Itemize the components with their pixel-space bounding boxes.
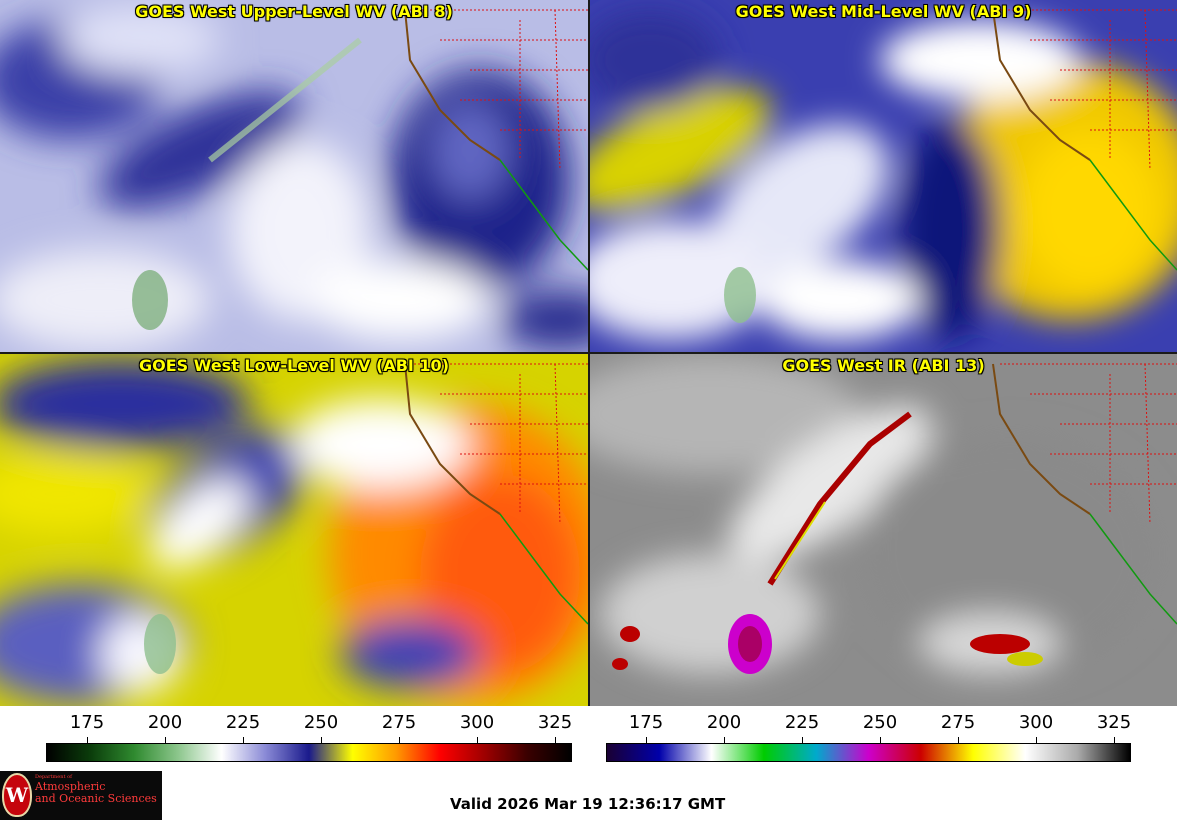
panel-title: GOES West Low-Level WV (ABI 10) bbox=[138, 356, 449, 375]
water-vapor-colorbar: 175 200 225 250 275 300 325 bbox=[0, 712, 588, 767]
colorbar-tick bbox=[87, 737, 88, 743]
infrared-colorbar: 175 200 225 250 275 300 325 bbox=[590, 712, 1177, 767]
upper-level-wv-panel: GOES West Upper-Level WV (ABI 8) bbox=[0, 0, 588, 352]
colorbar-tick-label: 250 bbox=[303, 712, 339, 733]
colorbar-tick bbox=[555, 737, 556, 743]
colorbar-tick bbox=[1114, 737, 1115, 743]
colorbar-tick-label: 275 bbox=[940, 712, 976, 733]
colorbar-tick bbox=[165, 737, 166, 743]
low-level-wv-panel: GOES West Low-Level WV (ABI 10) bbox=[0, 354, 588, 706]
colorbar-tick bbox=[880, 737, 881, 743]
panel-divider-horizontal bbox=[0, 352, 1177, 354]
low-level-wv-image bbox=[0, 354, 588, 706]
department-of-label: Department of bbox=[35, 774, 72, 780]
panel-title: GOES West IR (ABI 13) bbox=[782, 356, 985, 375]
aos-logo: W Department of Atmospheric and Oceanic … bbox=[0, 771, 162, 820]
colorbar-tick bbox=[321, 737, 322, 743]
infrared-colorbar-gradient bbox=[606, 743, 1131, 762]
colorbar-tick bbox=[1036, 737, 1037, 743]
valid-time: Valid 2026 Mar 19 12:36:17 GMT bbox=[450, 795, 726, 813]
colorbar-tick-label: 275 bbox=[381, 712, 417, 733]
colorbar-tick-label: 200 bbox=[147, 712, 183, 733]
mid-level-wv-panel: GOES West Mid-Level WV (ABI 9) bbox=[590, 0, 1177, 352]
colorbar-tick-label: 325 bbox=[537, 712, 573, 733]
colorbar-tick bbox=[958, 737, 959, 743]
colorbar-tick bbox=[724, 737, 725, 743]
mid-level-wv-image bbox=[590, 0, 1177, 352]
water-vapor-colorbar-gradient bbox=[46, 743, 572, 762]
infrared-image bbox=[590, 354, 1177, 706]
panel-title: GOES West Upper-Level WV (ABI 8) bbox=[135, 2, 453, 21]
upper-level-wv-image bbox=[0, 0, 588, 352]
colorbar-tick-label: 200 bbox=[706, 712, 742, 733]
colorbar-tick-label: 325 bbox=[1096, 712, 1132, 733]
infrared-panel: GOES West IR (ABI 13) bbox=[590, 354, 1177, 706]
department-name: Department of Atmospheric and Oceanic Sc… bbox=[35, 774, 157, 805]
panel-title: GOES West Mid-Level WV (ABI 9) bbox=[735, 2, 1032, 21]
colorbar-tick bbox=[477, 737, 478, 743]
colorbar-tick bbox=[646, 737, 647, 743]
colorbar-tick bbox=[243, 737, 244, 743]
colorbar-tick-label: 225 bbox=[225, 712, 261, 733]
colorbar-tick bbox=[802, 737, 803, 743]
department-line-1: Atmospheric bbox=[35, 779, 106, 793]
colorbar-tick bbox=[399, 737, 400, 743]
department-line-2: and Oceanic Sciences bbox=[35, 791, 157, 805]
uw-seal: W bbox=[2, 773, 32, 817]
colorbar-tick-label: 300 bbox=[1018, 712, 1054, 733]
colorbar-tick-label: 250 bbox=[862, 712, 898, 733]
colorbar-tick-label: 300 bbox=[459, 712, 495, 733]
colorbar-tick-label: 175 bbox=[69, 712, 105, 733]
colorbar-tick-label: 175 bbox=[628, 712, 664, 733]
colorbar-tick-label: 225 bbox=[784, 712, 820, 733]
